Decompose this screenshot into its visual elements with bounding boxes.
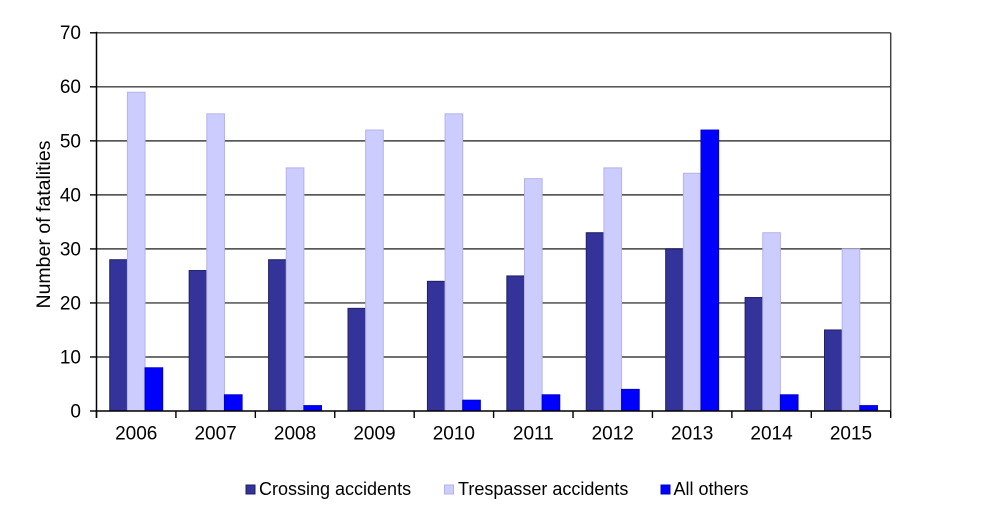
svg-text:2013: 2013	[671, 424, 713, 445]
svg-text:2012: 2012	[592, 424, 634, 445]
svg-text:2009: 2009	[353, 424, 395, 445]
svg-text:Crossing accidents: Crossing accidents	[259, 479, 411, 499]
svg-text:0: 0	[70, 401, 81, 422]
svg-text:All others: All others	[674, 479, 749, 499]
svg-text:Number of fatalities: Number of fatalities	[33, 140, 55, 308]
svg-text:2010: 2010	[433, 424, 475, 445]
svg-text:2011: 2011	[513, 424, 554, 445]
svg-text:2007: 2007	[194, 424, 236, 445]
svg-text:2008: 2008	[274, 424, 316, 445]
svg-text:2015: 2015	[830, 424, 872, 445]
svg-text:20: 20	[60, 293, 81, 314]
svg-text:30: 30	[60, 239, 81, 260]
svg-text:10: 10	[60, 347, 81, 368]
svg-text:2006: 2006	[115, 424, 157, 445]
svg-text:70: 70	[60, 23, 81, 44]
svg-text:Trespasser accidents: Trespasser accidents	[458, 479, 628, 499]
svg-text:50: 50	[60, 131, 81, 152]
svg-text:60: 60	[60, 77, 81, 98]
svg-text:2014: 2014	[750, 424, 793, 445]
svg-text:40: 40	[60, 185, 81, 206]
